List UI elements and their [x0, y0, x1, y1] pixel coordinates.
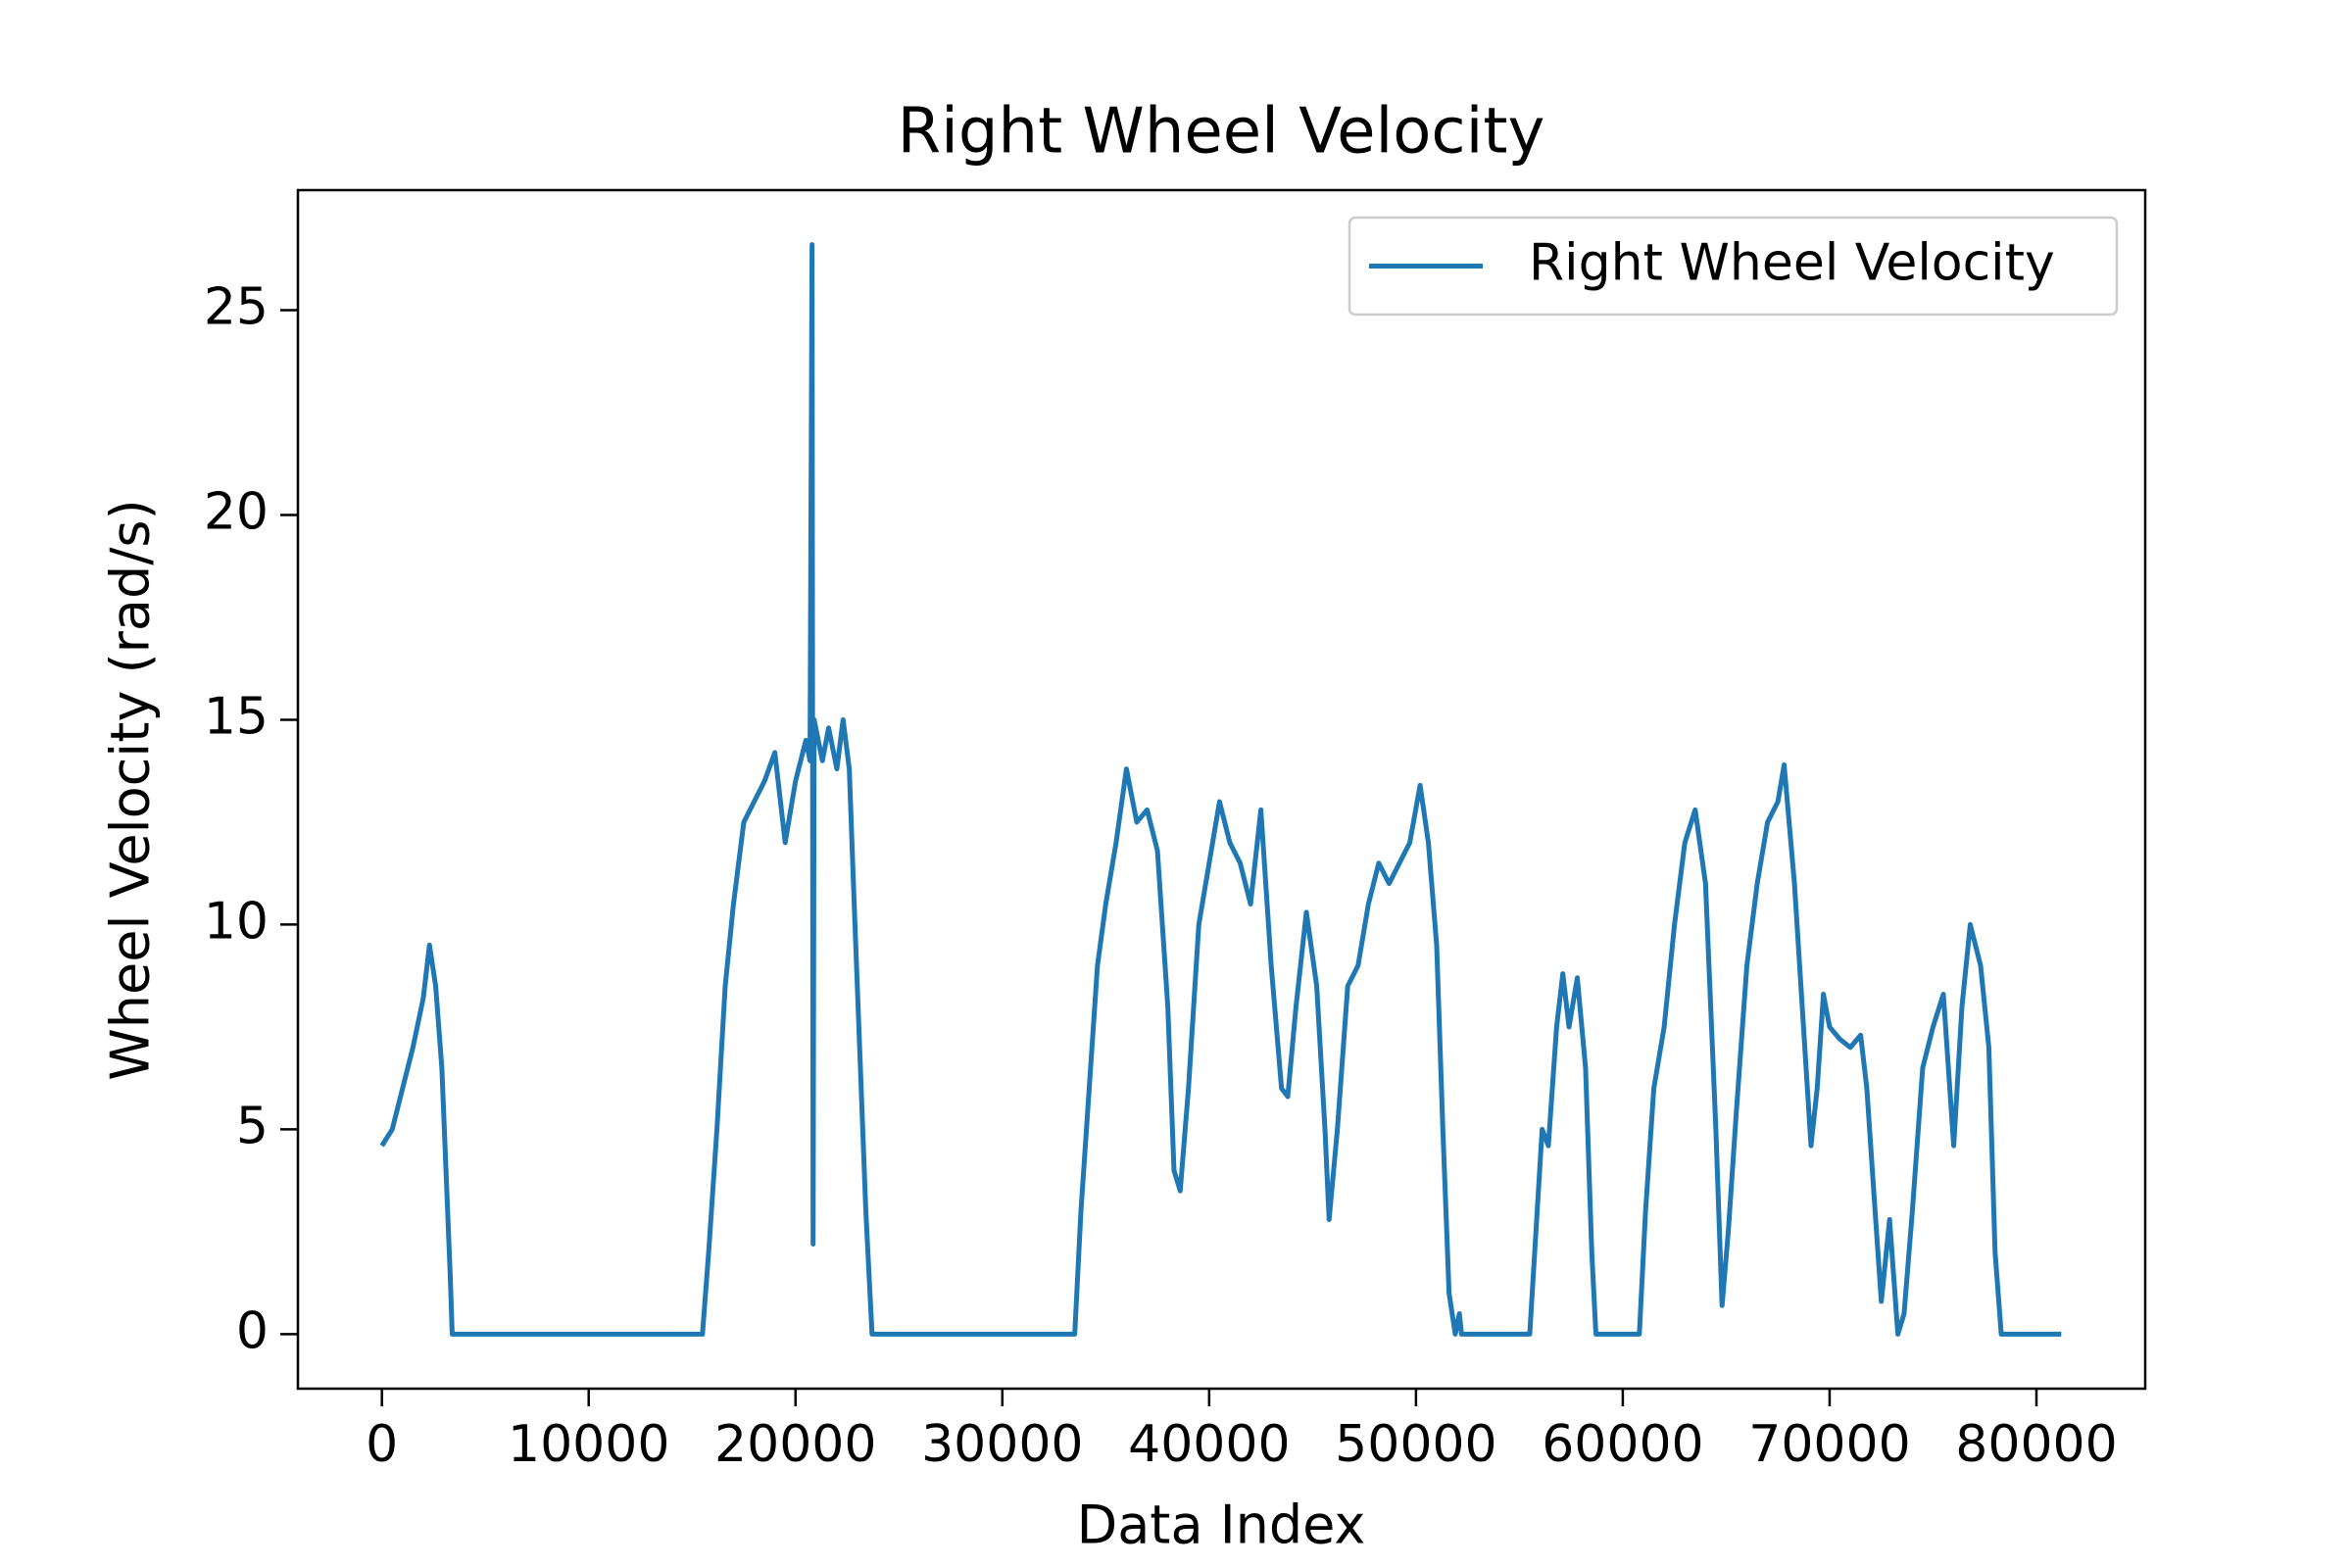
x-tick-label: 30000	[921, 1415, 1083, 1474]
y-tick-label: 25	[204, 277, 269, 336]
x-tick-label: 50000	[1335, 1415, 1496, 1474]
x-tick-label: 20000	[714, 1415, 876, 1474]
x-tick-label: 80000	[1955, 1415, 2117, 1474]
x-tick-label: 70000	[1748, 1415, 1910, 1474]
y-tick-label: 5	[236, 1097, 269, 1155]
y-tick-label: 0	[236, 1301, 269, 1360]
x-tick-label: 10000	[508, 1415, 669, 1474]
x-tick-label: 60000	[1542, 1415, 1703, 1474]
legend-box	[1348, 216, 2119, 317]
x-tick-label: 40000	[1128, 1415, 1290, 1474]
data-line	[379, 242, 2062, 1337]
y-tick-label: 20	[204, 482, 269, 541]
y-axis-label: Wheel Velocity (rad/s)	[100, 499, 162, 1080]
y-tick-label: 15	[204, 687, 269, 746]
x-tick-label: 0	[366, 1415, 398, 1474]
x-axis-label: Data Index	[1077, 1494, 1366, 1556]
plot-frame	[296, 188, 2147, 1391]
chart-title: Right Wheel Velocity	[898, 96, 1545, 169]
legend-label: Right Wheel Velocity	[1529, 234, 2055, 293]
y-tick-label: 10	[204, 892, 269, 951]
